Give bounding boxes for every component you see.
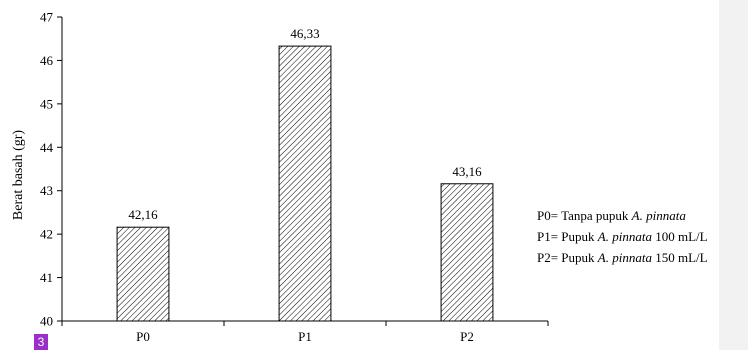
x-tick-label-p0: P0 <box>136 329 150 344</box>
y-tick-label: 41 <box>40 270 53 285</box>
legend-item-p0: P0= Tanpa pupuk A. pinnata <box>537 205 708 226</box>
y-tick-label: 43 <box>40 183 53 198</box>
x-tick-label-p2: P2 <box>460 329 474 344</box>
y-tick-label: 45 <box>40 96 53 111</box>
x-tick-label-p1: P1 <box>298 329 312 344</box>
data-label-p0: 42,16 <box>128 207 158 222</box>
plot-area: 40 41 42 43 44 45 46 47 42,16 P0 46,33 P1 43,16 P2 <box>40 10 549 344</box>
legend-item-p1: P1= Pupuk A. pinnata 100 mL/L <box>537 226 708 247</box>
bar-p0 <box>116 226 170 322</box>
y-tick-label: 42 <box>40 227 53 242</box>
data-label-p1: 46,33 <box>290 26 319 41</box>
legend-species: A. pinnata <box>597 229 652 244</box>
legend-species: A. pinnata <box>631 208 686 223</box>
bar-p1 <box>278 45 332 322</box>
data-label-p2: 43,16 <box>452 164 482 179</box>
legend-text: P2= Pupuk <box>537 250 598 265</box>
side-panel <box>719 0 748 350</box>
y-tick-label: 44 <box>40 140 54 155</box>
legend-suffix: 100 mL/L <box>651 229 708 244</box>
y-axis-label: Berat basah (gr) <box>11 130 26 221</box>
legend-text: P1= Pupuk <box>537 229 598 244</box>
y-tick-label: 47 <box>40 10 54 25</box>
legend-text: P0= Tanpa pupuk <box>537 208 632 223</box>
page-number-badge: 3 <box>34 334 48 350</box>
legend: P0= Tanpa pupuk A. pinnata P1= Pupuk A. … <box>537 205 708 268</box>
legend-species: A. pinnata <box>597 250 652 265</box>
legend-item-p2: P2= Pupuk A. pinnata 150 mL/L <box>537 247 708 268</box>
y-tick-label: 46 <box>40 53 54 68</box>
y-tick-label: 40 <box>40 314 53 329</box>
bar-p2 <box>440 183 494 322</box>
legend-suffix: 150 mL/L <box>651 250 708 265</box>
bar-chart: 40 41 42 43 44 45 46 47 42,16 P0 46,33 P1 43,16 P2 Be… <box>11 10 549 344</box>
